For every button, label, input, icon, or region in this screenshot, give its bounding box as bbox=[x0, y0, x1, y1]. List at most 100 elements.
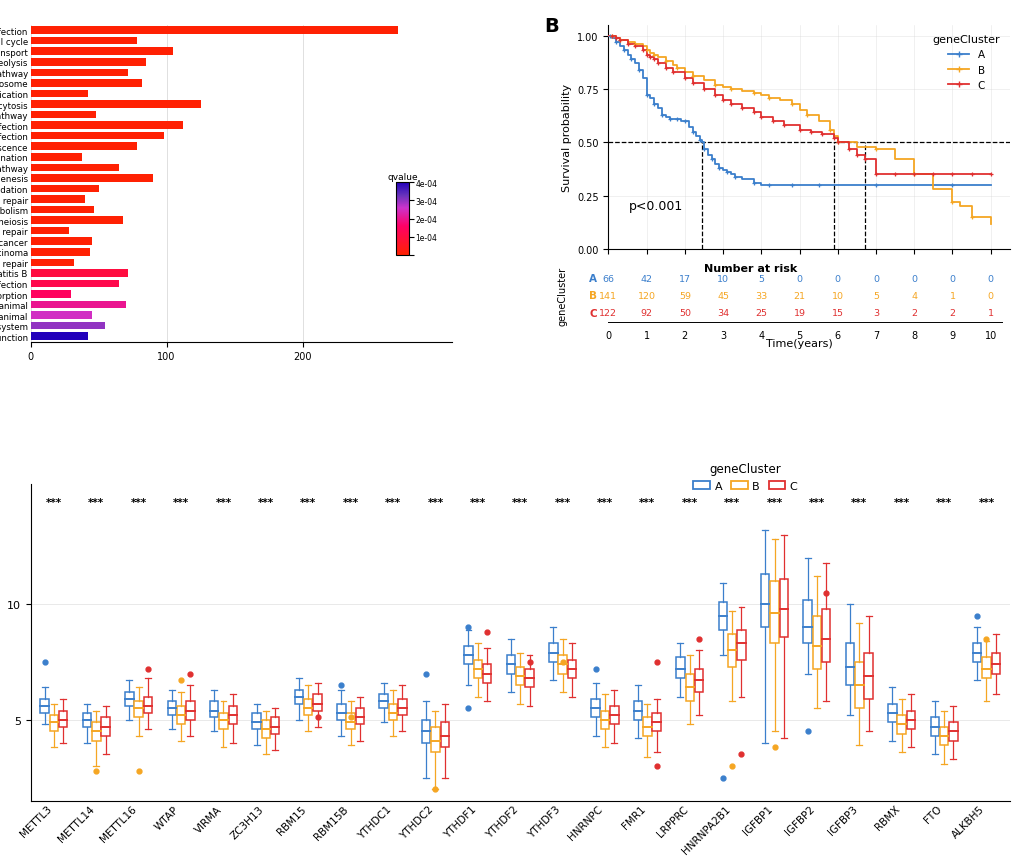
Text: 2: 2 bbox=[949, 309, 955, 318]
Bar bbox=[440, 722, 448, 747]
Text: ***: *** bbox=[723, 498, 740, 507]
Bar bbox=[31, 281, 119, 288]
Bar bbox=[516, 666, 524, 685]
Bar bbox=[897, 715, 905, 734]
Text: 4: 4 bbox=[910, 292, 916, 300]
Bar bbox=[803, 600, 811, 644]
Bar bbox=[769, 581, 779, 644]
Text: 19: 19 bbox=[793, 309, 805, 318]
Bar bbox=[31, 28, 397, 35]
Title: qvalue: qvalue bbox=[387, 173, 418, 182]
Bar bbox=[906, 710, 914, 729]
Text: 2: 2 bbox=[910, 309, 916, 318]
Text: Number at risk: Number at risk bbox=[703, 263, 797, 274]
Bar bbox=[50, 715, 58, 732]
Bar bbox=[31, 312, 92, 319]
Bar bbox=[557, 655, 567, 674]
Bar bbox=[737, 630, 745, 660]
Bar bbox=[31, 227, 68, 235]
Legend: A, B, C: A, B, C bbox=[927, 31, 1004, 95]
Text: 0: 0 bbox=[949, 275, 955, 283]
Bar bbox=[31, 291, 71, 299]
Bar bbox=[929, 717, 938, 736]
Text: 5: 5 bbox=[757, 275, 763, 283]
Bar bbox=[313, 695, 322, 710]
Bar bbox=[938, 727, 948, 746]
Text: 33: 33 bbox=[754, 292, 766, 300]
Bar bbox=[31, 143, 137, 151]
Bar bbox=[31, 185, 99, 193]
Text: 10: 10 bbox=[830, 292, 843, 300]
Bar bbox=[31, 101, 201, 108]
Bar bbox=[144, 697, 152, 713]
Bar bbox=[304, 699, 312, 715]
Bar bbox=[228, 706, 236, 725]
Text: 8: 8 bbox=[910, 331, 916, 340]
Bar bbox=[821, 609, 829, 662]
Text: Time(years): Time(years) bbox=[765, 338, 833, 349]
Text: ***: *** bbox=[851, 498, 866, 507]
Text: 1: 1 bbox=[643, 331, 649, 340]
Bar bbox=[125, 692, 133, 706]
Bar bbox=[652, 713, 660, 732]
Bar bbox=[473, 660, 482, 678]
Bar bbox=[31, 59, 146, 66]
Text: ***: *** bbox=[554, 498, 570, 507]
Text: C: C bbox=[589, 308, 596, 319]
Text: ***: *** bbox=[512, 498, 528, 507]
Text: 15: 15 bbox=[830, 309, 843, 318]
Bar bbox=[525, 669, 533, 688]
Bar bbox=[31, 38, 137, 46]
Text: ***: *** bbox=[89, 498, 104, 507]
Text: 0: 0 bbox=[986, 275, 993, 283]
Bar bbox=[949, 722, 957, 740]
Text: 141: 141 bbox=[599, 292, 616, 300]
Bar bbox=[685, 674, 693, 702]
Text: ***: *** bbox=[893, 498, 909, 507]
Bar bbox=[31, 259, 74, 267]
Text: 10: 10 bbox=[716, 275, 729, 283]
Text: 4: 4 bbox=[757, 331, 763, 340]
Text: ***: *** bbox=[639, 498, 655, 507]
Text: 0: 0 bbox=[910, 275, 916, 283]
Text: 1: 1 bbox=[949, 292, 955, 300]
Bar bbox=[633, 702, 642, 720]
Bar bbox=[379, 695, 387, 709]
Bar bbox=[854, 662, 863, 709]
Bar bbox=[568, 660, 576, 678]
Bar bbox=[261, 720, 270, 739]
Bar bbox=[294, 690, 303, 703]
Text: 0: 0 bbox=[834, 275, 840, 283]
Bar bbox=[31, 301, 125, 309]
Text: 5: 5 bbox=[796, 331, 802, 340]
Bar bbox=[31, 164, 119, 172]
Bar bbox=[609, 706, 618, 725]
Bar bbox=[83, 713, 91, 727]
Bar bbox=[101, 717, 110, 736]
Y-axis label: Gene expression: Gene expression bbox=[0, 591, 1, 695]
Bar bbox=[779, 579, 788, 637]
Bar bbox=[31, 217, 123, 225]
Text: 7: 7 bbox=[872, 331, 878, 340]
Bar bbox=[41, 699, 49, 713]
Text: geneCluster: geneCluster bbox=[557, 267, 567, 325]
Text: 50: 50 bbox=[679, 309, 690, 318]
Bar bbox=[464, 646, 472, 665]
Text: ***: *** bbox=[46, 498, 62, 507]
Text: 5: 5 bbox=[872, 292, 878, 300]
Bar bbox=[972, 644, 980, 662]
Text: ***: *** bbox=[470, 498, 485, 507]
Text: ***: *** bbox=[300, 498, 316, 507]
Text: ***: *** bbox=[258, 498, 274, 507]
Text: ***: *** bbox=[342, 498, 359, 507]
Bar bbox=[591, 699, 599, 717]
Bar bbox=[990, 653, 999, 674]
Bar bbox=[176, 706, 185, 725]
Text: 3: 3 bbox=[719, 331, 726, 340]
Text: 3: 3 bbox=[872, 309, 878, 318]
Text: 59: 59 bbox=[679, 292, 690, 300]
Bar bbox=[717, 602, 727, 630]
Bar bbox=[31, 333, 88, 341]
Bar bbox=[31, 70, 128, 77]
Bar bbox=[482, 665, 491, 683]
